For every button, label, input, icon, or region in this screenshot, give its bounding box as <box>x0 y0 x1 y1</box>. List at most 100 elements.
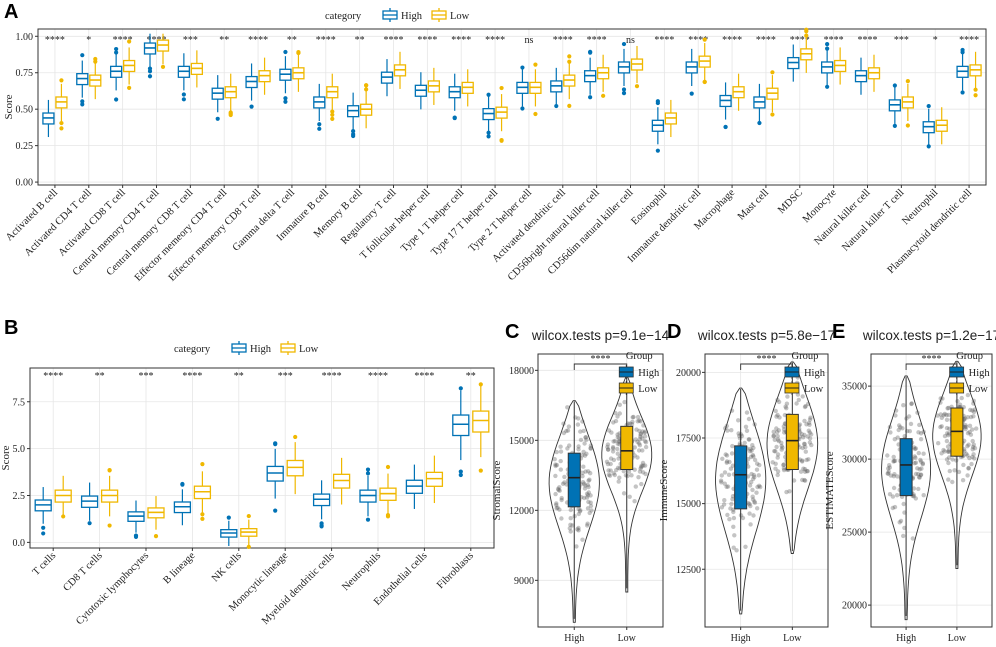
jitter-point <box>586 484 591 490</box>
jitter-point <box>633 484 638 489</box>
jitter-point <box>581 464 586 469</box>
outlier-point <box>520 65 525 70</box>
jitter-point <box>938 396 943 401</box>
jitter-point <box>750 443 755 448</box>
plot-frame <box>870 353 993 628</box>
outlier-point <box>621 91 627 96</box>
jitter-point <box>639 463 644 468</box>
jitter-point <box>894 493 900 498</box>
jitter-point <box>746 501 751 506</box>
jitter-point <box>637 437 642 442</box>
jitter-point <box>962 425 968 430</box>
outlier-point <box>567 59 572 64</box>
jitter-point <box>781 462 786 468</box>
jitter-point <box>588 445 593 451</box>
y-tick-label: 12000 <box>509 506 534 517</box>
jitter-point <box>901 403 906 408</box>
box-high <box>452 414 470 437</box>
outlier-point <box>926 103 931 109</box>
jitter-point <box>940 396 945 401</box>
jitter-point <box>723 426 728 431</box>
jitter-point <box>615 435 620 440</box>
outlier-point <box>533 62 538 67</box>
jitter-point <box>773 408 778 414</box>
outlier-point <box>804 29 809 34</box>
jitter-point <box>718 478 724 483</box>
jitter-point <box>642 439 648 444</box>
significance-label: *** <box>278 371 293 382</box>
jitter-point <box>900 426 905 431</box>
jitter-point <box>956 469 962 475</box>
outlier-point <box>892 123 897 129</box>
jitter-point <box>945 431 950 436</box>
jitter-point <box>586 490 591 495</box>
jitter-point <box>917 475 922 480</box>
jitter-point <box>629 473 634 478</box>
outlier-point <box>317 126 322 131</box>
jitter-point <box>719 480 724 485</box>
significance-label: ** <box>219 35 229 46</box>
jitter-point <box>971 452 976 457</box>
jitter-point <box>802 477 807 483</box>
significance-label: ns <box>524 35 533 46</box>
outlier-point <box>147 74 153 79</box>
jitter-point <box>800 394 805 399</box>
significance-label: ** <box>287 35 297 46</box>
jitter-point <box>806 457 811 462</box>
jitter-point <box>558 449 564 454</box>
jitter-point <box>553 473 558 479</box>
jitter-point <box>950 479 955 485</box>
outlier-point <box>567 54 572 59</box>
jitter-point <box>610 446 616 451</box>
legend-entry-low: Low <box>450 11 470 22</box>
jitter-point <box>743 424 749 429</box>
jitter-point <box>588 500 593 505</box>
jitter-point <box>630 415 635 420</box>
jitter-point <box>629 422 635 427</box>
jitter-point <box>568 529 573 534</box>
outlier-point <box>621 41 627 47</box>
y-axis-label: Score <box>0 445 12 470</box>
outlier-point <box>499 85 504 91</box>
significance-label: **** <box>45 35 65 46</box>
jitter-point <box>916 471 921 477</box>
x-tick-label: Type 1 T helper cell <box>399 187 466 254</box>
jitter-point <box>754 467 760 472</box>
jitter-point <box>912 461 917 466</box>
jitter-point <box>803 444 808 450</box>
jitter-point <box>583 435 589 440</box>
jitter-point <box>632 453 637 458</box>
violin-low <box>766 361 819 554</box>
jitter-point <box>891 485 897 491</box>
jitter-point <box>585 482 591 488</box>
jitter-point <box>630 419 635 425</box>
jitter-point <box>576 444 581 449</box>
jitter-point <box>802 442 807 447</box>
jitter-point <box>784 401 790 406</box>
jitter-point <box>742 440 747 446</box>
jitter-point <box>730 494 736 499</box>
jitter-point <box>771 429 776 434</box>
x-tick-label: NK cells <box>210 550 244 584</box>
jitter-point <box>913 471 919 477</box>
significance-label: *** <box>183 35 198 46</box>
outlier-point <box>351 132 356 137</box>
jitter-point <box>779 443 784 449</box>
jitter-point <box>732 533 737 538</box>
jitter-point <box>588 471 593 476</box>
outlier-point <box>892 83 897 88</box>
jitter-point <box>585 506 591 511</box>
y-tick-label: 2.5 <box>13 491 26 502</box>
jitter-point <box>970 454 975 460</box>
outlier-point <box>147 69 153 74</box>
jitter-point <box>965 473 970 478</box>
jitter-point <box>782 430 787 435</box>
outlier-point <box>588 49 593 54</box>
jitter-point <box>725 512 730 518</box>
outlier-point <box>114 50 119 55</box>
jitter-point <box>803 404 808 409</box>
jitter-point <box>605 461 611 467</box>
jitter-point <box>913 460 919 465</box>
y-tick-label: 12500 <box>676 565 701 576</box>
